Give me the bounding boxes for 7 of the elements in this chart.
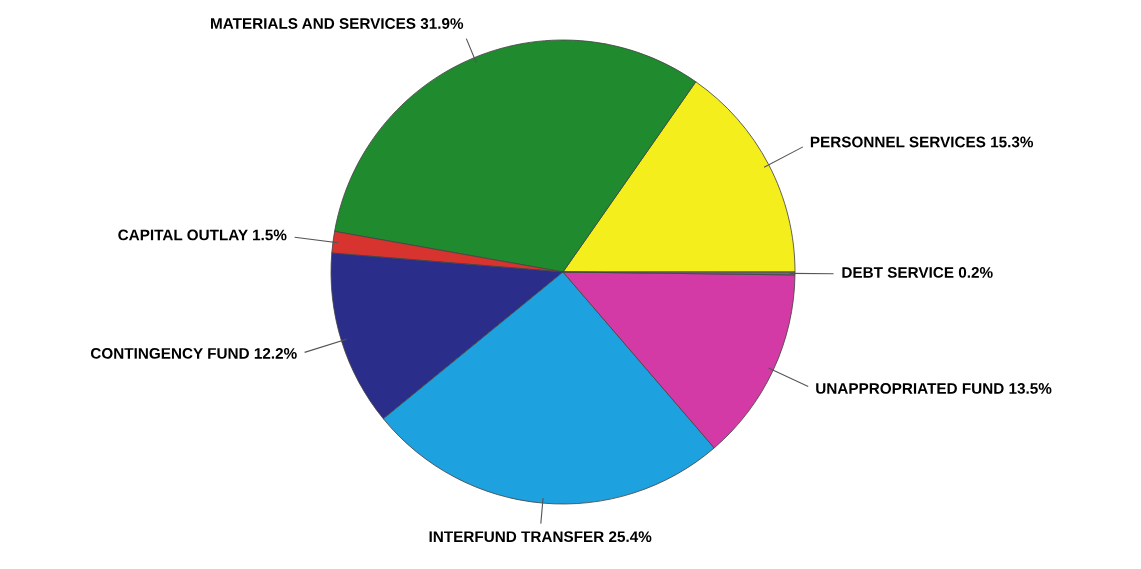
slice-label: PERSONNEL SERVICES 15.3% [810, 136, 1034, 148]
slice-label: CONTINGENCY FUND 12.2% [90, 347, 297, 359]
slice-label: CAPITAL OUTLAY 1.5% [118, 229, 287, 241]
slice-label: UNAPPROPRIATED FUND 13.5% [816, 383, 1052, 394]
slice-label: DEBT SERVICE 0.2% [842, 267, 993, 278]
slice-label: MATERIALS AND SERVICES 31.9% [211, 18, 464, 29]
slice-label: INTERFUND TRANSFER 25.4% [429, 531, 652, 543]
